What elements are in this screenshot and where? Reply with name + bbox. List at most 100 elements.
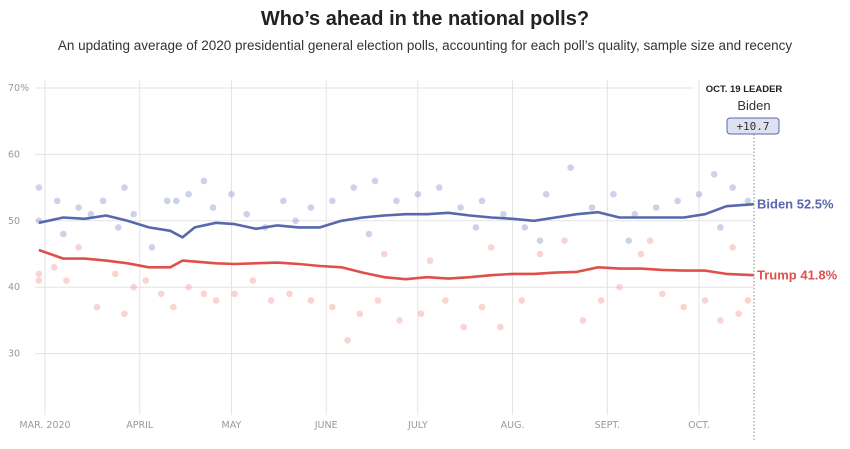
leader-margin: +10.7 (736, 120, 769, 133)
chart-title: Who’s ahead in the national polls? (260, 8, 590, 30)
poll-dot (710, 171, 718, 178)
poll-dot (142, 277, 150, 284)
leader-name: Biden (737, 98, 770, 113)
trump-polls (35, 237, 752, 344)
poll-dot (729, 244, 736, 251)
poll-dot (212, 297, 220, 304)
poll-dot (121, 184, 128, 191)
poll-dot (380, 250, 388, 258)
poll-dot (717, 224, 724, 231)
poll-dot (442, 297, 449, 304)
poll-dot (536, 237, 544, 245)
poll-dot (435, 184, 443, 191)
poll-dot (130, 283, 137, 291)
poll-dot (588, 204, 596, 211)
poll-dot (396, 317, 403, 324)
poll-dot (328, 303, 336, 311)
poll-dot (63, 277, 70, 284)
poll-dot (231, 290, 238, 298)
poll-dot (356, 310, 364, 318)
poll-dot (185, 190, 192, 198)
poll-dot (374, 297, 382, 304)
poll-dot (249, 277, 257, 284)
poll-dot (561, 237, 568, 245)
poll-dot (478, 303, 486, 311)
poll-dot (521, 224, 529, 231)
poll-dot (414, 190, 422, 198)
poll-dot (185, 283, 192, 291)
poll-dot (652, 204, 660, 211)
poll-dot (209, 204, 217, 211)
poll-dot (393, 197, 400, 205)
poll-dot (130, 210, 137, 218)
poll-dot (35, 277, 43, 284)
poll-dot (457, 204, 464, 211)
poll-dot (99, 197, 107, 205)
poll-dot (200, 290, 208, 298)
x-tick-label: JULY (407, 420, 428, 431)
poll-dot (472, 224, 480, 231)
leader-heading: OCT. 19 LEADER (706, 84, 783, 95)
poll-dot (695, 190, 703, 198)
poll-dot (75, 204, 82, 211)
poll-dot (87, 210, 95, 218)
y-tick-label: 70% (8, 83, 29, 94)
poll-dot (243, 210, 251, 218)
poll-dot (200, 177, 208, 185)
poll-dot (157, 290, 165, 298)
poll-dot (717, 317, 724, 324)
poll-dot (542, 190, 550, 198)
poll-dot (417, 310, 425, 318)
poll-dot (286, 290, 293, 298)
poll-dot (597, 297, 605, 304)
poll-dot (163, 197, 171, 205)
poll-dot (518, 297, 526, 304)
poll-dot (35, 184, 43, 191)
poll-dot (536, 250, 544, 258)
poll-dot (646, 237, 654, 245)
x-tick-label: OCT. (688, 420, 710, 431)
y-tick-label: 30 (8, 349, 20, 360)
poll-dot (35, 270, 43, 278)
poll-dot (637, 250, 645, 258)
poll-dot (292, 217, 299, 225)
poll-dot (659, 290, 666, 298)
poll-dot (350, 184, 357, 191)
poll-dot (173, 197, 180, 205)
poll-dot (267, 297, 275, 304)
y-tick-label: 40 (8, 282, 20, 293)
poll-dot (53, 197, 61, 205)
poll-dot (579, 317, 587, 324)
poll-dot (75, 244, 82, 251)
trump-trend-line (38, 248, 755, 281)
x-tick-label: MAR. 2020 (19, 420, 70, 431)
poll-dot (93, 303, 101, 311)
poll-dot (426, 257, 434, 264)
y-tick-label: 60 (8, 149, 20, 160)
poll-dot (674, 197, 681, 205)
x-tick-label: AUG. (501, 420, 525, 431)
poll-dot (701, 297, 709, 304)
poll-dot (121, 310, 128, 318)
poll-dot (50, 263, 58, 271)
poll-dot (487, 244, 495, 251)
poll-dot (60, 230, 67, 238)
poll-dot (111, 270, 119, 278)
poll-dot (625, 237, 633, 245)
poll-dot (307, 204, 315, 211)
poll-dot (170, 303, 177, 311)
poll-dot (460, 323, 467, 331)
poll-dot (500, 210, 507, 218)
poll-dot (616, 283, 623, 291)
chart-subtitle: An updating average of 2020 presidential… (57, 38, 793, 53)
x-tick-label: APRIL (126, 420, 154, 431)
poll-dot (729, 184, 736, 191)
x-tick-label: SEPT. (595, 420, 620, 431)
poll-dot (744, 197, 752, 205)
biden-end-label: Biden 52.5% (757, 197, 834, 212)
poll-dot (567, 164, 574, 171)
poll-dot (365, 230, 373, 238)
poll-dot (115, 224, 122, 231)
poll-dot (228, 190, 235, 198)
poll-dot (631, 210, 639, 218)
